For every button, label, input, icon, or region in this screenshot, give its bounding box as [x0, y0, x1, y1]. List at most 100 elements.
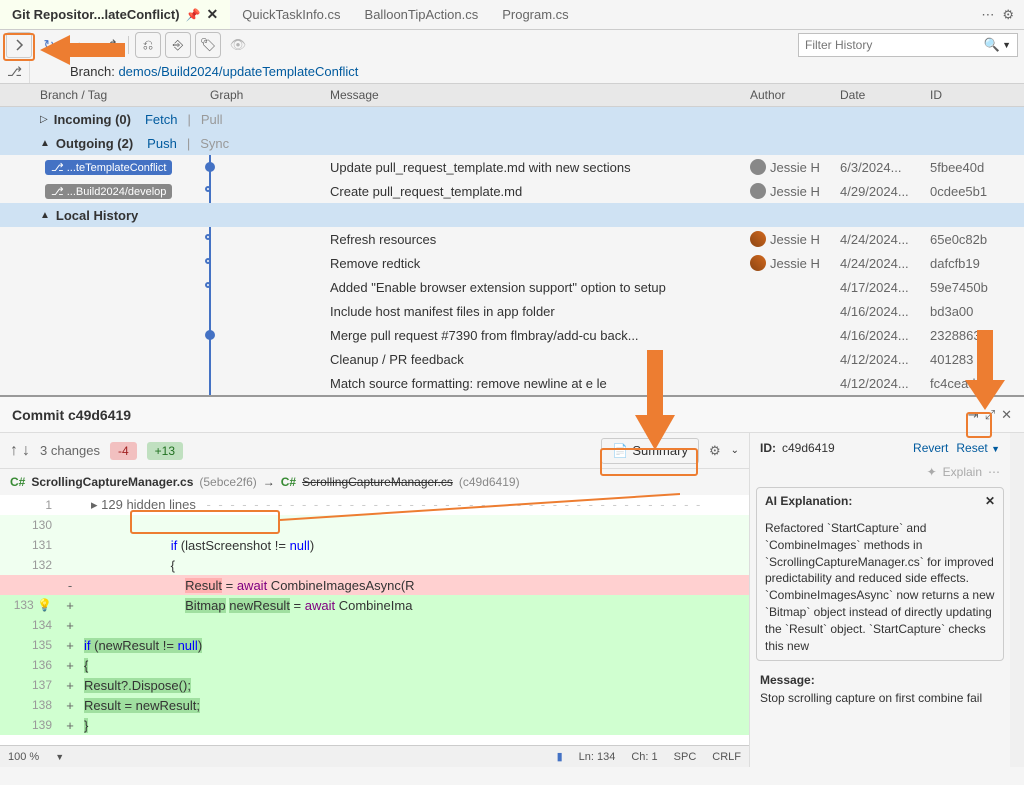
- branch-button[interactable]: ⎇: [96, 32, 122, 58]
- diff-toolbar: ↑ ↓ 3 changes -4 +13 📄 Summary ⚙ ⌄: [0, 433, 749, 469]
- code-line: 137+Result?.Dispose();: [0, 675, 749, 695]
- commit-author: Jessie H: [750, 159, 840, 175]
- incoming-section[interactable]: ▷ Incoming (0) Fetch | Pull: [0, 107, 1024, 131]
- col-date[interactable]: Date: [840, 88, 930, 102]
- col-graph[interactable]: Graph: [200, 88, 330, 102]
- zoom-dropdown-icon[interactable]: ▼: [55, 752, 64, 762]
- local-commits: Refresh resources Jessie H 4/24/2024... …: [0, 227, 1024, 395]
- commit-date: 4/16/2024...: [840, 328, 930, 343]
- commit-row[interactable]: ⎇ ...Build2024/develop Create pull_reque…: [0, 179, 1024, 203]
- sparkle-icon: ✦: [927, 465, 937, 479]
- commit-date: 4/12/2024...: [840, 352, 930, 367]
- close-icon[interactable]: ✕: [207, 6, 219, 23]
- col-branch[interactable]: Branch / Tag: [0, 88, 200, 102]
- back-button[interactable]: [6, 32, 32, 58]
- branch-link[interactable]: demos/Build2024/updateTemplateConflict: [118, 64, 358, 79]
- col-message[interactable]: Message: [330, 88, 750, 102]
- sync-link: Sync: [200, 136, 229, 151]
- dock-icon[interactable]: ⇥: [968, 407, 979, 423]
- code-diff[interactable]: 1▸ 129 hidden lines - - - - - - - - - - …: [0, 495, 749, 745]
- branch-indicator: Branch: demos/Build2024/updateTemplateCo…: [30, 60, 398, 83]
- code-line: 1▸ 129 hidden lines - - - - - - - - - - …: [0, 495, 749, 515]
- fetch-link[interactable]: Fetch: [145, 112, 178, 127]
- history-columns: Branch / Tag Graph Message Author Date I…: [0, 83, 1024, 107]
- col-author[interactable]: Author: [750, 88, 840, 102]
- reset-link[interactable]: Reset ▼: [956, 441, 1000, 455]
- explain-link[interactable]: Explain: [943, 465, 982, 479]
- tab-quicktaskinfo[interactable]: QuickTaskInfo.cs: [230, 0, 352, 29]
- filter-history[interactable]: 🔍 ▼: [798, 33, 1018, 57]
- dropdown-icon[interactable]: ⌄: [731, 445, 739, 456]
- prev-change-icon[interactable]: ↑: [10, 442, 18, 460]
- zoom-level[interactable]: 100 %: [8, 751, 39, 763]
- tab-git-repo[interactable]: Git Repositor...lateConflict) 📌 ✕: [0, 0, 230, 29]
- scrollbar[interactable]: [1010, 433, 1024, 767]
- more-icon[interactable]: ⋯: [988, 465, 1000, 479]
- diff-settings-icon[interactable]: ⚙: [709, 443, 721, 459]
- close-icon[interactable]: ✕: [1001, 407, 1012, 423]
- close-icon[interactable]: ✕: [985, 494, 995, 508]
- side-rail: ⎇: [0, 60, 30, 83]
- code-line: 131 if (lastScreenshot != null): [0, 535, 749, 555]
- branch-tag: ⎇ ...Build2024/develop: [45, 184, 172, 199]
- lightbulb-icon[interactable]: 💡: [37, 598, 52, 612]
- commit-id: 65e0c82b: [930, 232, 1010, 247]
- commit-message: Remove redtick: [330, 256, 750, 271]
- commit-id: 2328863: [930, 328, 1010, 343]
- pin-icon[interactable]: 📌: [186, 8, 201, 22]
- code-line: 132 {: [0, 555, 749, 575]
- outgoing-commits: ⎇ ...teTemplateConflict Update pull_requ…: [0, 155, 1024, 203]
- commit-row[interactable]: ⎇ ...teTemplateConflict Update pull_requ…: [0, 155, 1024, 179]
- tab-overflow: ⋯ ⚙: [981, 7, 1024, 23]
- gear-icon[interactable]: ⚙: [1002, 7, 1014, 23]
- refresh-button[interactable]: ↻: [36, 32, 62, 58]
- push-link[interactable]: Push: [147, 136, 177, 151]
- graph-button[interactable]: ⎌: [135, 32, 161, 58]
- expand-icon: ▷: [40, 114, 48, 125]
- commit-detail: Commit c49d6419 ⇥ ⤢ ✕ ↑ ↓ 3 changes -4 +…: [0, 395, 1024, 767]
- dropdown-icon[interactable]: ▼: [1002, 40, 1011, 50]
- pull-link: Pull: [201, 112, 223, 127]
- code-line: 136+{: [0, 655, 749, 675]
- diff-panel: ↑ ↓ 3 changes -4 +13 📄 Summary ⚙ ⌄ C# Sc…: [0, 433, 750, 767]
- commit-row[interactable]: Refresh resources Jessie H 4/24/2024... …: [0, 227, 1024, 251]
- commit-id: dafcfb19: [930, 256, 1010, 271]
- marker-icon: ▮: [557, 750, 563, 763]
- commit-message: Refresh resources: [330, 232, 750, 247]
- commit-date: 4/12/2024...: [840, 376, 930, 391]
- commit-row[interactable]: Cleanup / PR feedback 4/12/2024... 40128…: [0, 347, 1024, 371]
- commit-id: 59e7450b: [930, 280, 1010, 295]
- tab-balloontip[interactable]: BalloonTipAction.cs: [353, 0, 491, 29]
- line-indicator: Ln: 134: [579, 751, 616, 763]
- commit-row[interactable]: Added "Enable browser extension support"…: [0, 275, 1024, 299]
- summary-icon: 📄: [612, 443, 628, 459]
- commit-message: Added "Enable browser extension support"…: [330, 280, 750, 295]
- commit-row[interactable]: Match source formatting: remove newline …: [0, 371, 1024, 395]
- commit-id: 5fbee40d: [930, 160, 1010, 175]
- code-line: 134+: [0, 615, 749, 635]
- commit-row[interactable]: Remove redtick Jessie H 4/24/2024... daf…: [0, 251, 1024, 275]
- hide-button[interactable]: 👁: [225, 32, 251, 58]
- commit-row[interactable]: Include host manifest files in app folde…: [0, 299, 1024, 323]
- revert-link[interactable]: Revert: [913, 441, 948, 455]
- commit-row[interactable]: Merge pull request #7390 from flmbray/ad…: [0, 323, 1024, 347]
- filter-input[interactable]: [805, 38, 984, 52]
- tab-program[interactable]: Program.cs: [490, 0, 580, 29]
- tag-button[interactable]: 🏷: [195, 32, 221, 58]
- hidden-lines-toggle[interactable]: ▸ 129 hidden lines: [84, 496, 203, 514]
- outgoing-label: Outgoing (2): [56, 136, 133, 151]
- commit-id: bd3a00: [930, 304, 1010, 319]
- search-icon[interactable]: 🔍: [984, 37, 1000, 53]
- col-id[interactable]: ID: [930, 88, 1010, 102]
- merge-button[interactable]: ⎆: [165, 32, 191, 58]
- outgoing-section[interactable]: ▲ Outgoing (2) Push | Sync: [0, 131, 1024, 155]
- repo-toolbar: ↻ ⌂ ⎇ ⎌ ⎆ 🏷 👁 🔍 ▼: [0, 30, 1024, 60]
- next-change-icon[interactable]: ↓: [22, 442, 30, 460]
- local-section[interactable]: ▲ Local History: [0, 203, 1024, 227]
- maximize-icon[interactable]: ⤢: [985, 407, 995, 423]
- code-line: 133 💡+ Bitmap newResult = await CombineI…: [0, 595, 749, 615]
- more-icon[interactable]: ⋯: [981, 7, 994, 23]
- summary-button[interactable]: 📄 Summary: [601, 438, 699, 464]
- collapse-icon: ▲: [40, 138, 50, 149]
- explorer-button[interactable]: ⌂: [66, 32, 92, 58]
